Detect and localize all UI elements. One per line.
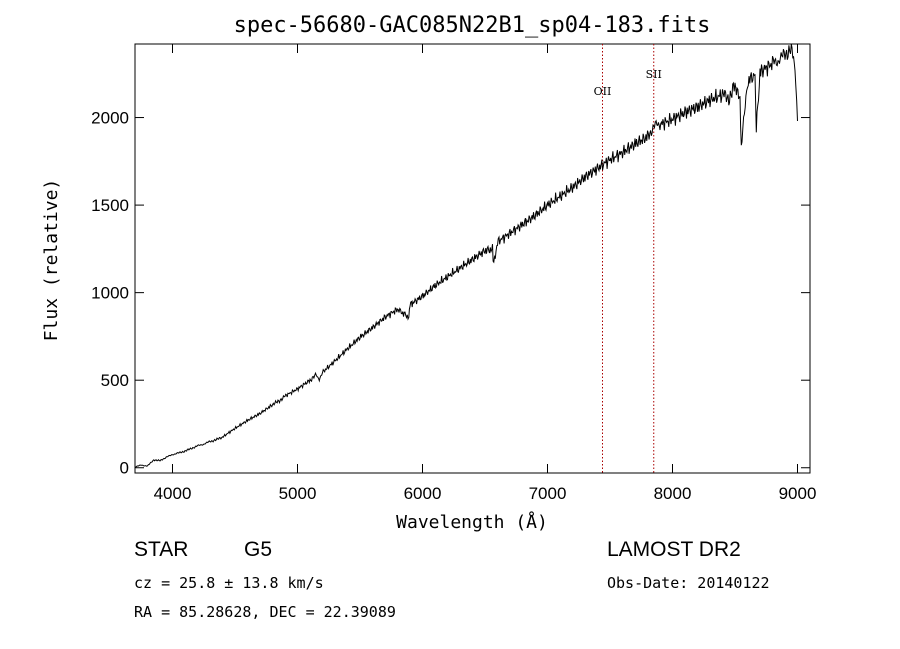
- object-subclass: G5: [244, 538, 273, 561]
- object-type: STAR: [134, 538, 189, 561]
- x-tick-label: 4000: [154, 484, 192, 503]
- y-tick-label: 1000: [91, 284, 129, 303]
- redshift-velocity: cz = 25.8 ± 13.8 km/s: [134, 574, 324, 592]
- plot-frame: [134, 43, 811, 474]
- coordinates: RA = 85.28628, DEC = 22.39089: [134, 603, 396, 621]
- survey-name: LAMOST DR2: [607, 538, 741, 561]
- y-tick-label: 1500: [91, 196, 129, 215]
- x-tick-label: 9000: [779, 484, 817, 503]
- line-label-oii: OII: [594, 85, 612, 98]
- x-tick-label: 7000: [529, 484, 567, 503]
- y-tick-label: 0: [120, 459, 129, 478]
- x-tick-label: 5000: [279, 484, 317, 503]
- x-tick-label: 8000: [654, 484, 692, 503]
- x-tick-label: 6000: [404, 484, 442, 503]
- line-label-sii: SII: [646, 68, 662, 81]
- y-axis-label: Flux (relative): [41, 179, 62, 342]
- spectrum-line: [134, 43, 798, 468]
- y-tick-label: 2000: [91, 109, 129, 128]
- emission-line-markers: OII SII: [594, 44, 662, 473]
- chart-title: spec-56680-GAC085N22B1_sp04-183.fits: [234, 13, 711, 38]
- y-tick-label: 500: [101, 371, 129, 390]
- observation-date: Obs-Date: 20140122: [607, 574, 770, 592]
- x-axis-label: Wavelength (Å): [396, 511, 548, 533]
- axis-ticks: 4000 5000 6000 7000 8000 9000 0 500 1000 1500 2000: [91, 44, 816, 503]
